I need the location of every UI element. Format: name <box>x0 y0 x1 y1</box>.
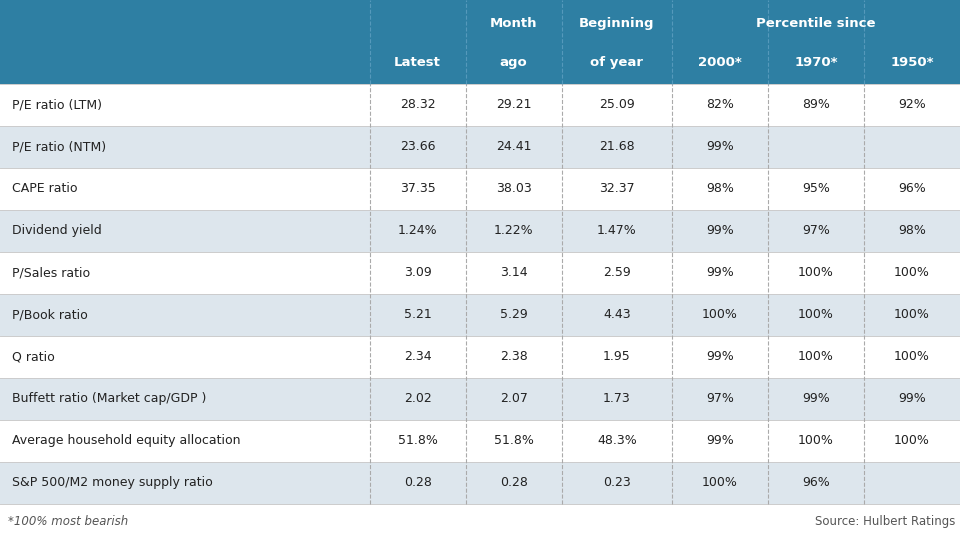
Text: 38.03: 38.03 <box>495 182 532 195</box>
Text: 1.73: 1.73 <box>603 392 631 405</box>
Text: 97%: 97% <box>706 392 734 405</box>
Text: of year: of year <box>590 56 643 69</box>
Text: 97%: 97% <box>802 224 830 237</box>
Text: P/E ratio (LTM): P/E ratio (LTM) <box>12 98 102 111</box>
Text: Dividend yield: Dividend yield <box>12 224 101 237</box>
Text: 2000*: 2000* <box>698 56 742 69</box>
Text: 1950*: 1950* <box>890 56 934 69</box>
Text: 100%: 100% <box>798 350 834 363</box>
FancyBboxPatch shape <box>0 378 960 420</box>
Text: 98%: 98% <box>898 224 926 237</box>
Text: 25.09: 25.09 <box>599 98 635 111</box>
FancyBboxPatch shape <box>0 252 960 294</box>
FancyBboxPatch shape <box>0 504 960 539</box>
Text: 100%: 100% <box>894 434 930 447</box>
Text: 29.21: 29.21 <box>496 98 531 111</box>
Text: ago: ago <box>500 56 527 69</box>
Text: 1.95: 1.95 <box>603 350 631 363</box>
Text: 1.22%: 1.22% <box>493 224 534 237</box>
Text: 2.02: 2.02 <box>404 392 431 405</box>
Text: 100%: 100% <box>894 266 930 279</box>
Text: 3.14: 3.14 <box>500 266 527 279</box>
Text: 21.68: 21.68 <box>599 140 635 153</box>
Text: 0.28: 0.28 <box>403 476 432 489</box>
Text: 100%: 100% <box>894 308 930 321</box>
Text: Average household equity allocation: Average household equity allocation <box>12 434 240 447</box>
Text: 100%: 100% <box>702 476 738 489</box>
Text: 1.24%: 1.24% <box>397 224 438 237</box>
FancyBboxPatch shape <box>0 294 960 336</box>
Text: 0.23: 0.23 <box>603 476 631 489</box>
Text: *100% most bearish: *100% most bearish <box>8 515 128 528</box>
Text: 98%: 98% <box>706 182 734 195</box>
Text: 82%: 82% <box>706 98 734 111</box>
FancyBboxPatch shape <box>0 336 960 378</box>
Text: 92%: 92% <box>899 98 925 111</box>
Text: 100%: 100% <box>798 434 834 447</box>
Text: 5.29: 5.29 <box>500 308 527 321</box>
Text: 4.43: 4.43 <box>603 308 631 321</box>
Text: 2.59: 2.59 <box>603 266 631 279</box>
Text: 5.21: 5.21 <box>404 308 431 321</box>
Text: 99%: 99% <box>899 392 925 405</box>
Text: 28.32: 28.32 <box>399 98 436 111</box>
Text: 100%: 100% <box>894 350 930 363</box>
Text: P/Book ratio: P/Book ratio <box>12 308 87 321</box>
FancyBboxPatch shape <box>0 84 960 126</box>
Text: CAPE ratio: CAPE ratio <box>12 182 77 195</box>
FancyBboxPatch shape <box>0 0 960 84</box>
Text: 2.38: 2.38 <box>500 350 527 363</box>
Text: Latest: Latest <box>395 56 441 69</box>
Text: 99%: 99% <box>707 266 733 279</box>
Text: 95%: 95% <box>802 182 830 195</box>
Text: 32.37: 32.37 <box>599 182 635 195</box>
Text: 99%: 99% <box>803 392 829 405</box>
Text: 99%: 99% <box>707 140 733 153</box>
Text: P/E ratio (NTM): P/E ratio (NTM) <box>12 140 106 153</box>
Text: Q ratio: Q ratio <box>12 350 55 363</box>
Text: 23.66: 23.66 <box>400 140 435 153</box>
Text: 51.8%: 51.8% <box>397 434 438 447</box>
Text: 100%: 100% <box>702 308 738 321</box>
Text: Percentile since: Percentile since <box>756 17 876 30</box>
Text: 2.34: 2.34 <box>404 350 431 363</box>
Text: 37.35: 37.35 <box>399 182 436 195</box>
Text: S&P 500/M2 money supply ratio: S&P 500/M2 money supply ratio <box>12 476 212 489</box>
Text: 89%: 89% <box>802 98 830 111</box>
Text: Month: Month <box>490 17 538 30</box>
Text: 51.8%: 51.8% <box>493 434 534 447</box>
Text: 96%: 96% <box>803 476 829 489</box>
Text: Buffett ratio (Market cap/GDP ): Buffett ratio (Market cap/GDP ) <box>12 392 205 405</box>
Text: 48.3%: 48.3% <box>597 434 636 447</box>
Text: 99%: 99% <box>707 434 733 447</box>
Text: 0.28: 0.28 <box>499 476 528 489</box>
Text: 99%: 99% <box>707 224 733 237</box>
Text: 1.47%: 1.47% <box>597 224 636 237</box>
FancyBboxPatch shape <box>0 462 960 504</box>
Text: 1970*: 1970* <box>794 56 838 69</box>
FancyBboxPatch shape <box>0 126 960 168</box>
FancyBboxPatch shape <box>0 168 960 210</box>
Text: 100%: 100% <box>798 266 834 279</box>
Text: 24.41: 24.41 <box>496 140 531 153</box>
Text: Source: Hulbert Ratings: Source: Hulbert Ratings <box>815 515 955 528</box>
Text: 2.07: 2.07 <box>499 392 528 405</box>
Text: 96%: 96% <box>899 182 925 195</box>
Text: P/Sales ratio: P/Sales ratio <box>12 266 89 279</box>
Text: Beginning: Beginning <box>579 17 655 30</box>
Text: 99%: 99% <box>707 350 733 363</box>
FancyBboxPatch shape <box>0 420 960 462</box>
Text: 3.09: 3.09 <box>404 266 431 279</box>
FancyBboxPatch shape <box>0 210 960 252</box>
Text: 100%: 100% <box>798 308 834 321</box>
